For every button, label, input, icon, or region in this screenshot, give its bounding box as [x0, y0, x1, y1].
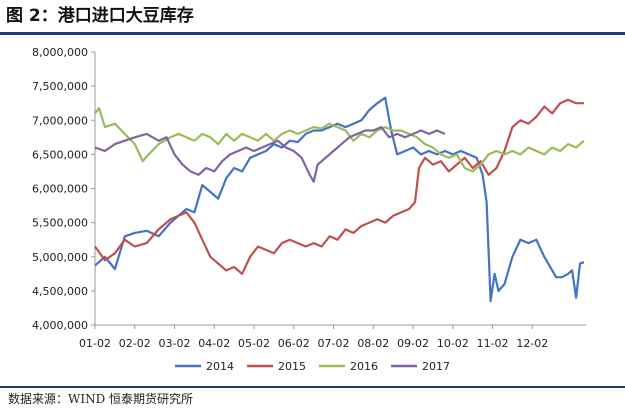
- x-tick-label: 06-02: [278, 337, 310, 350]
- source-note: 数据来源：WIND 恒泰期货研究所: [8, 392, 194, 406]
- x-tick-label: 01-02: [79, 337, 111, 350]
- legend-label-2017: 2017: [422, 360, 450, 373]
- figure-title: 图 2：港口进口大豆库存: [6, 6, 194, 26]
- y-tick-label: 5,000,000: [32, 251, 88, 264]
- series-layer: [94, 96, 585, 303]
- line-chart: 4,000,000 4,500,000 5,000,000 5,500,000 6,00…: [32, 46, 586, 373]
- x-tick-label: 08-02: [357, 337, 389, 350]
- x-tick-label: 03-02: [159, 337, 191, 350]
- x-tick-label: 04-02: [198, 337, 230, 350]
- x-tick-label: 09-02: [397, 337, 429, 350]
- x-tick-label: 12-02: [516, 337, 548, 350]
- title-rule: [0, 32, 625, 35]
- legend-label-2016: 2016: [350, 360, 378, 373]
- y-tick-label: 5,500,000: [32, 217, 88, 230]
- series-line-2014: [94, 96, 585, 303]
- x-tick-label: 07-02: [318, 337, 350, 350]
- source-rule: [0, 386, 625, 388]
- y-axis: 4,000,000 4,500,000 5,000,000 5,500,000 6,00…: [32, 46, 96, 332]
- y-tick-label: 6,000,000: [32, 183, 88, 196]
- y-tick-label: 7,000,000: [32, 114, 88, 127]
- y-tick-label: 6,500,000: [32, 148, 88, 161]
- series-line-2017: [94, 126, 446, 183]
- x-tick-label: 11-02: [477, 337, 509, 350]
- series-line-2016: [94, 106, 585, 173]
- y-tick-label: 4,000,000: [32, 319, 88, 332]
- y-tick-label: 7,500,000: [32, 80, 88, 93]
- x-axis: 01-02 02-02 03-02 04-02 05-02 06-02 07-02 08-02…: [79, 324, 586, 350]
- y-tick-label: 4,500,000: [32, 285, 88, 298]
- x-tick-label: 02-02: [119, 337, 151, 350]
- legend-label-2015: 2015: [278, 360, 306, 373]
- legend-label-2014: 2014: [206, 360, 234, 373]
- series-line-2015: [94, 98, 584, 275]
- x-tick-label: 10-02: [437, 337, 469, 350]
- x-tick-label: 05-02: [238, 337, 270, 350]
- legend: 2014 2015 2016 2017: [175, 360, 450, 373]
- y-tick-label: 8,000,000: [32, 46, 88, 59]
